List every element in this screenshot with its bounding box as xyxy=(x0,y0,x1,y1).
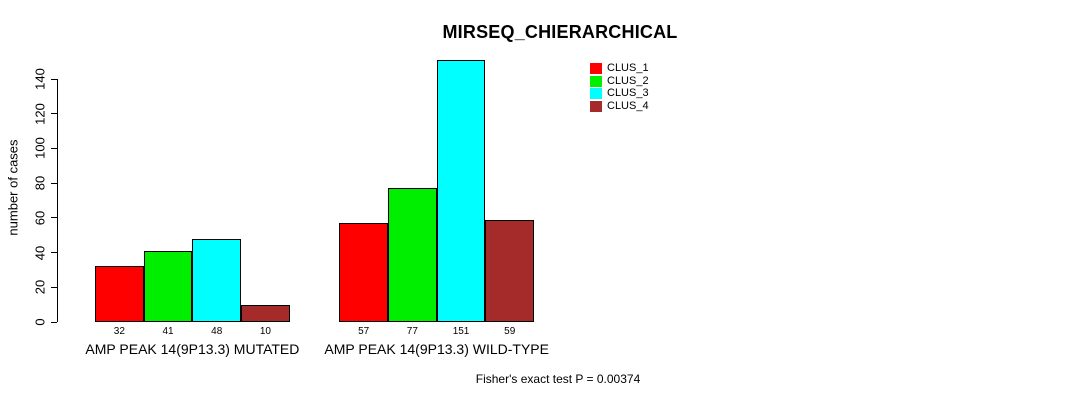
y-tick xyxy=(51,286,57,288)
y-tick-label: 120 xyxy=(32,102,48,125)
y-tick-label: 100 xyxy=(32,137,48,160)
bar-value-label: 151 xyxy=(452,326,470,337)
y-tick xyxy=(51,147,57,149)
y-tick-label: 140 xyxy=(32,68,48,90)
bar-clus_1-group1 xyxy=(95,266,144,322)
y-tick xyxy=(51,113,57,115)
bar-value-label: 32 xyxy=(113,326,125,337)
chart-title: MIRSEQ_CHIERARCHICAL xyxy=(442,22,678,42)
bar-value-label: 41 xyxy=(162,326,174,337)
fisher-test-annotation: Fisher's exact test P = 0.00374 xyxy=(475,372,641,386)
y-tick xyxy=(51,182,57,184)
bar-clus_1-group2 xyxy=(339,223,388,322)
legend-label-clus_1: CLUS_1 xyxy=(607,62,649,74)
legend-swatch-clus_1 xyxy=(590,63,602,74)
bar-clus_3-group2 xyxy=(436,59,486,322)
y-axis-label: number of cases xyxy=(5,139,21,236)
group-label: AMP PEAK 14(9P13.3) WILD-TYPE xyxy=(324,341,549,357)
legend-swatch-clus_3 xyxy=(590,88,602,100)
legend-swatch-clus_2 xyxy=(590,75,602,87)
bar-value-label: 77 xyxy=(406,326,418,337)
legend-swatch-clus_4 xyxy=(590,100,602,112)
y-axis-line xyxy=(57,79,58,322)
y-tick-label: 40 xyxy=(32,245,48,260)
bar-value-label: 57 xyxy=(358,326,370,337)
y-tick-label: 80 xyxy=(32,175,48,191)
bar-clus_4-group2 xyxy=(485,219,535,322)
bar-clus_2-group1 xyxy=(143,250,193,322)
bar-value-label: 59 xyxy=(504,326,516,337)
bar-value-label: 10 xyxy=(259,326,271,337)
y-tick xyxy=(51,217,57,219)
legend-label-clus_4: CLUS_4 xyxy=(607,99,649,112)
y-tick-label: 60 xyxy=(32,210,48,226)
bar-clus_2-group2 xyxy=(388,188,437,322)
legend-label-clus_2: CLUS_2 xyxy=(607,74,649,87)
bar-clus_3-group1 xyxy=(192,238,242,322)
y-tick xyxy=(51,78,57,80)
bar-value-label: 48 xyxy=(211,326,223,337)
y-tick xyxy=(51,321,57,323)
y-tick-label: 0 xyxy=(32,318,48,326)
y-tick xyxy=(51,252,57,254)
group-label: AMP PEAK 14(9P13.3) MUTATED xyxy=(85,341,300,357)
y-tick-label: 20 xyxy=(32,280,48,295)
bar-clus_4-group1 xyxy=(241,304,290,322)
legend-label-clus_3: CLUS_3 xyxy=(607,87,649,100)
